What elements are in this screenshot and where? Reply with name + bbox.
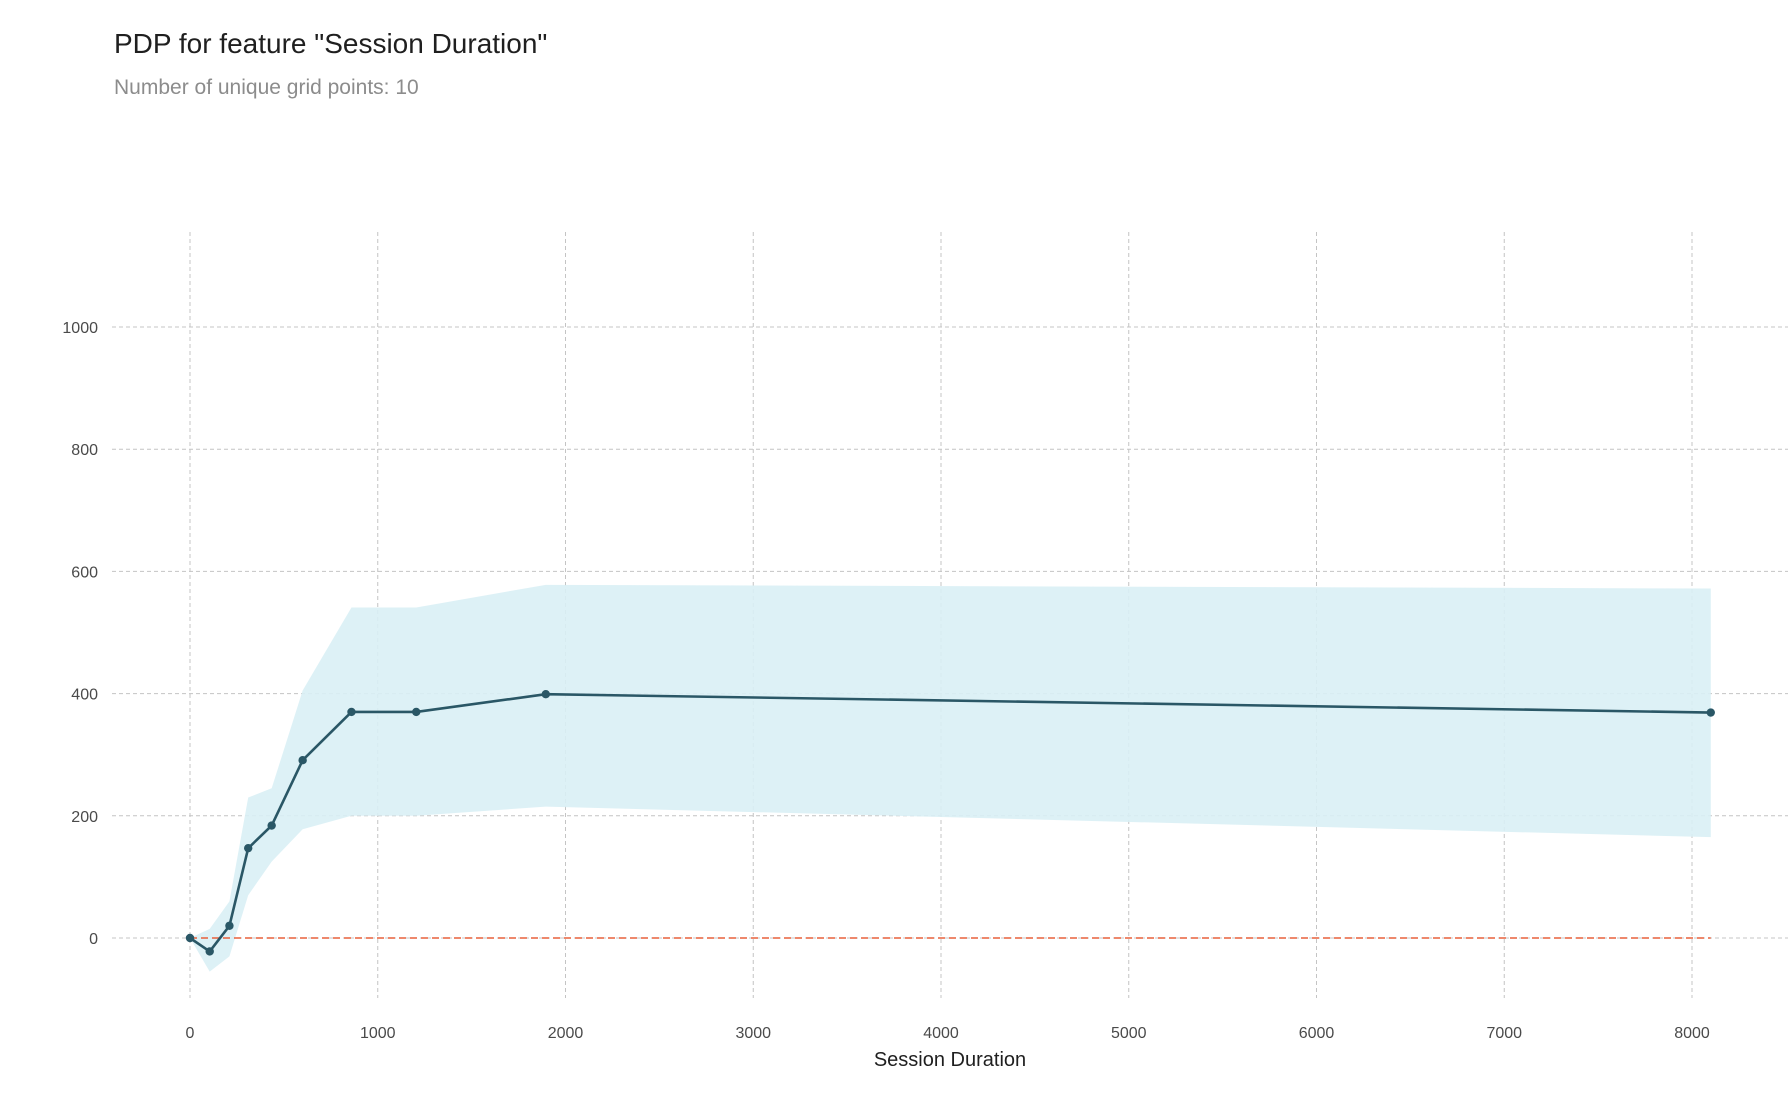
y-tick-label: 0 [89, 931, 98, 948]
pdp-point [347, 707, 356, 717]
x-tick-label: 0 [186, 1025, 195, 1042]
y-tick-label: 600 [71, 564, 98, 581]
x-tick-label: 5000 [1111, 1025, 1147, 1042]
chart-title: PDP for feature "Session Duration" [114, 28, 548, 59]
pdp-point [541, 690, 550, 699]
y-tick-label: 200 [71, 809, 98, 826]
tick-label-layer: 0 1000 2000 3000 4000 5000 6000 7000 8000 0 200 400… [62, 320, 1709, 1042]
pdp-point [185, 933, 195, 943]
x-tick-label: 8000 [1674, 1025, 1710, 1042]
confidence-band [190, 584, 1711, 972]
confidence-band-layer [190, 584, 1711, 972]
pdp-point [298, 755, 307, 765]
x-tick-label: 4000 [923, 1025, 959, 1042]
pdp-point [1706, 708, 1715, 717]
pdp-point [267, 821, 276, 830]
x-tick-label: 3000 [735, 1025, 771, 1042]
pdp-line-layer [189, 692, 1711, 953]
pdp-line [189, 692, 1711, 953]
x-tick-label: 1000 [360, 1025, 396, 1042]
pdp-point [244, 843, 253, 853]
x-axis-label: Session Duration [874, 1049, 1026, 1071]
pdp-point [225, 921, 234, 930]
x-tick-label: 7000 [1486, 1025, 1522, 1042]
chart-subtitle: Number of unique grid points: 10 [114, 76, 419, 99]
pdp-point [412, 707, 421, 717]
y-tick-label: 800 [71, 442, 98, 459]
pdp-point [205, 947, 214, 956]
x-tick-label: 6000 [1299, 1025, 1335, 1042]
y-tick-label: 1000 [62, 320, 98, 337]
marker-layer [185, 690, 1715, 956]
y-tick-label: 400 [71, 687, 98, 704]
x-tick-label: 2000 [548, 1025, 584, 1042]
